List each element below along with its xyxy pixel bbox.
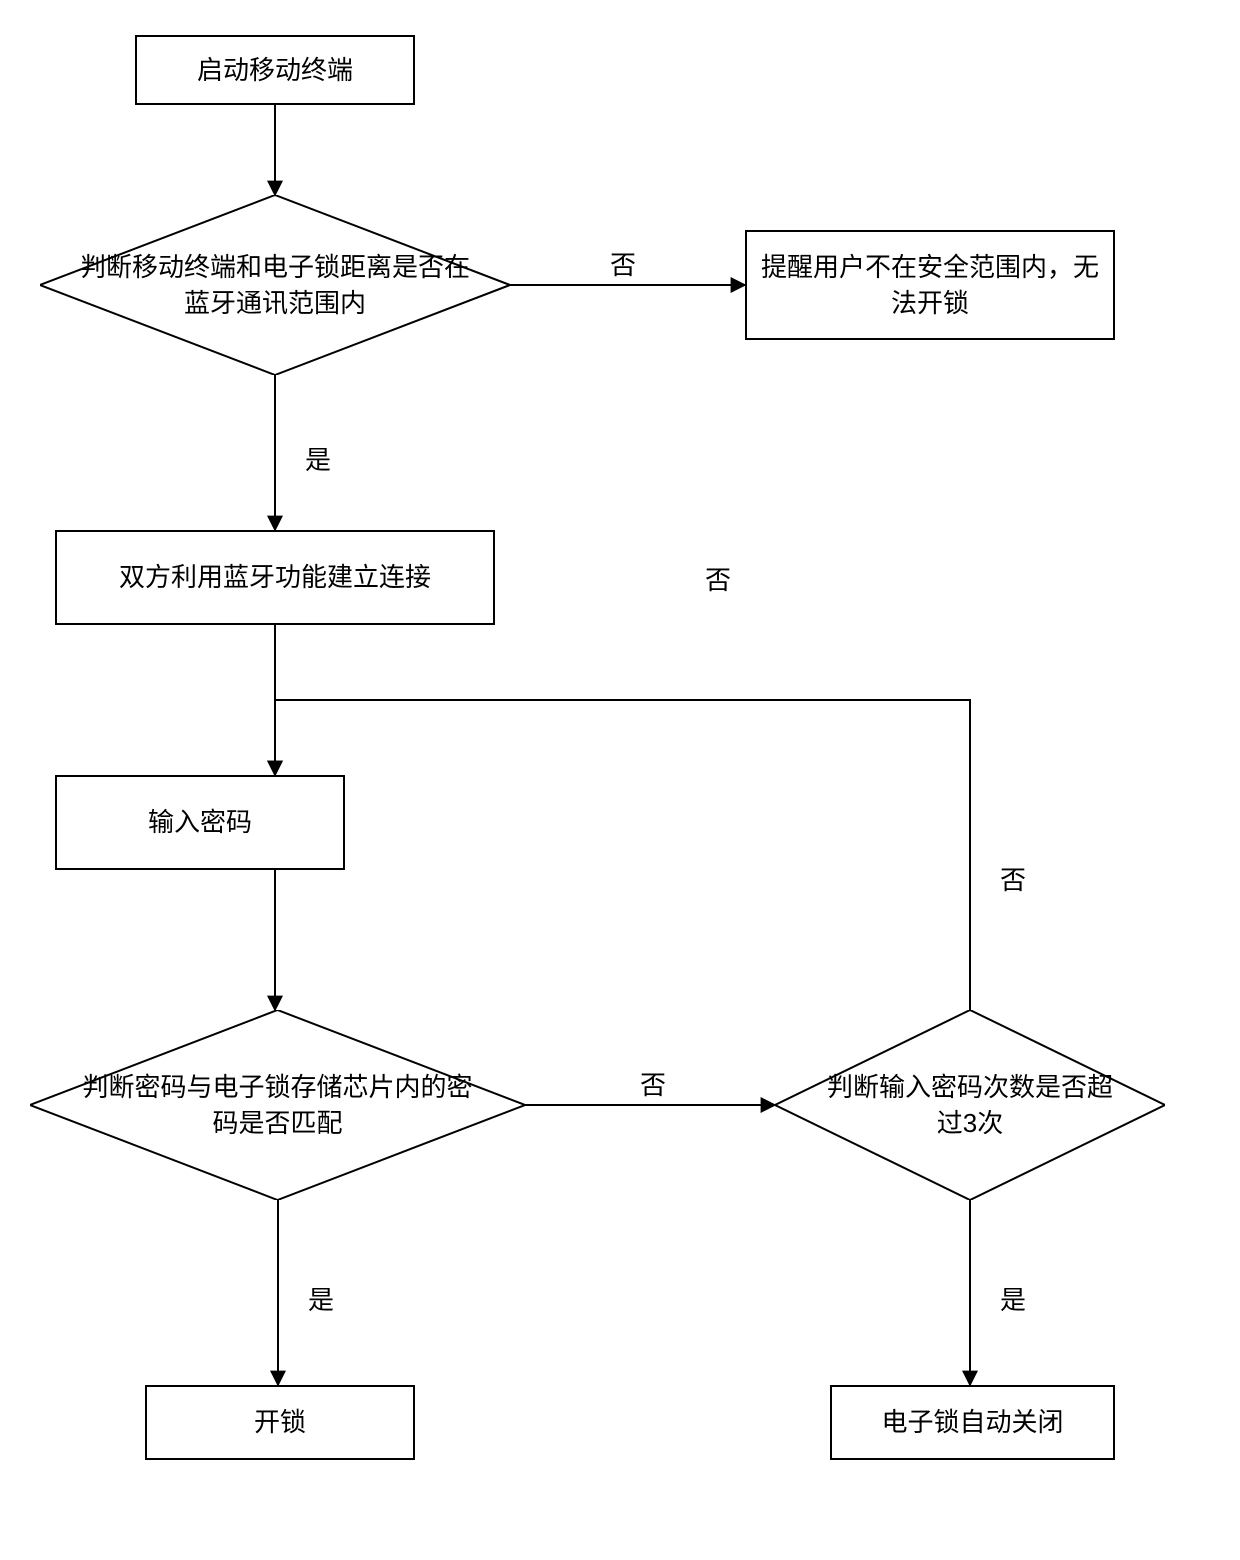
edge-label-d_count-close: 是 [1000,1280,1026,1317]
node-input: 输入密码 [55,775,345,870]
node-unlock: 开锁 [145,1385,415,1460]
flowchart-canvas: 启动移动终端判断移动终端和电子锁距离是否在蓝牙通讯范围内 提醒用户不在安全范围内，… [0,0,1240,1560]
node-d_count: 判断输入密码次数是否超过3次 [775,1010,1165,1200]
node-label-d_match: 判断密码与电子锁存储芯片内的密码是否匹配 [30,1010,525,1200]
edge-label-d_range-warn: 否 [610,245,636,282]
node-connect: 双方利用蓝牙功能建立连接 [55,530,495,625]
node-label-d_range: 判断移动终端和电子锁距离是否在蓝牙通讯范围内 [40,195,510,375]
edge-d_count-input [275,700,970,1010]
node-start: 启动移动终端 [135,35,415,105]
node-label-d_count: 判断输入密码次数是否超过3次 [775,1010,1165,1200]
node-close: 电子锁自动关闭 [830,1385,1115,1460]
free-label: 否 [705,560,731,597]
edge-label-d_match-unlock: 是 [308,1280,334,1317]
node-d_match: 判断密码与电子锁存储芯片内的密码是否匹配 [30,1010,525,1200]
edge-label-d_range-connect: 是 [305,440,331,477]
edge-label-d_match-d_count: 否 [640,1065,666,1102]
node-warn: 提醒用户不在安全范围内，无法开锁 [745,230,1115,340]
node-d_range: 判断移动终端和电子锁距离是否在蓝牙通讯范围内 [40,195,510,375]
edge-label-d_count-input: 否 [1000,860,1026,897]
